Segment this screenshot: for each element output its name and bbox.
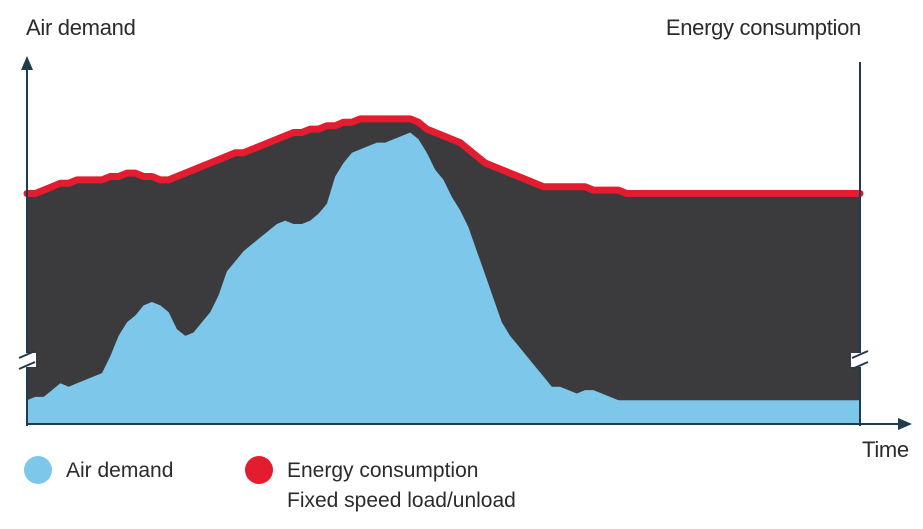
right-axis-break-mark-icon	[851, 361, 869, 370]
x-axis-title: Time	[862, 437, 909, 462]
legend-item-energy-consumption: Energy consumption Fixed speed load/unlo…	[245, 456, 516, 516]
legend-item-air-demand: Air demand	[24, 456, 173, 486]
legend-sublabel-energy-consumption: Fixed speed load/unload	[287, 489, 516, 512]
legend-label-air-demand: Air demand	[66, 459, 174, 482]
air-demand-swatch-icon	[24, 456, 52, 484]
legend-label-energy-consumption: Energy consumption	[287, 459, 479, 482]
x-axis-arrow-icon	[898, 418, 912, 430]
axes	[18, 56, 912, 430]
energy-consumption-swatch-icon	[245, 456, 273, 484]
left-axis-break-mark-icon	[18, 361, 36, 370]
left-y-axis-arrow-icon	[21, 56, 33, 70]
left-axis-break-mark-icon	[18, 350, 36, 359]
air-demand-area	[27, 132, 860, 424]
right-axis-title: Energy consumption	[665, 15, 861, 40]
energy-consumption-line	[23, 115, 864, 197]
right-axis-break-mark-icon	[851, 350, 869, 359]
left-axis-title: Air demand	[26, 15, 136, 40]
